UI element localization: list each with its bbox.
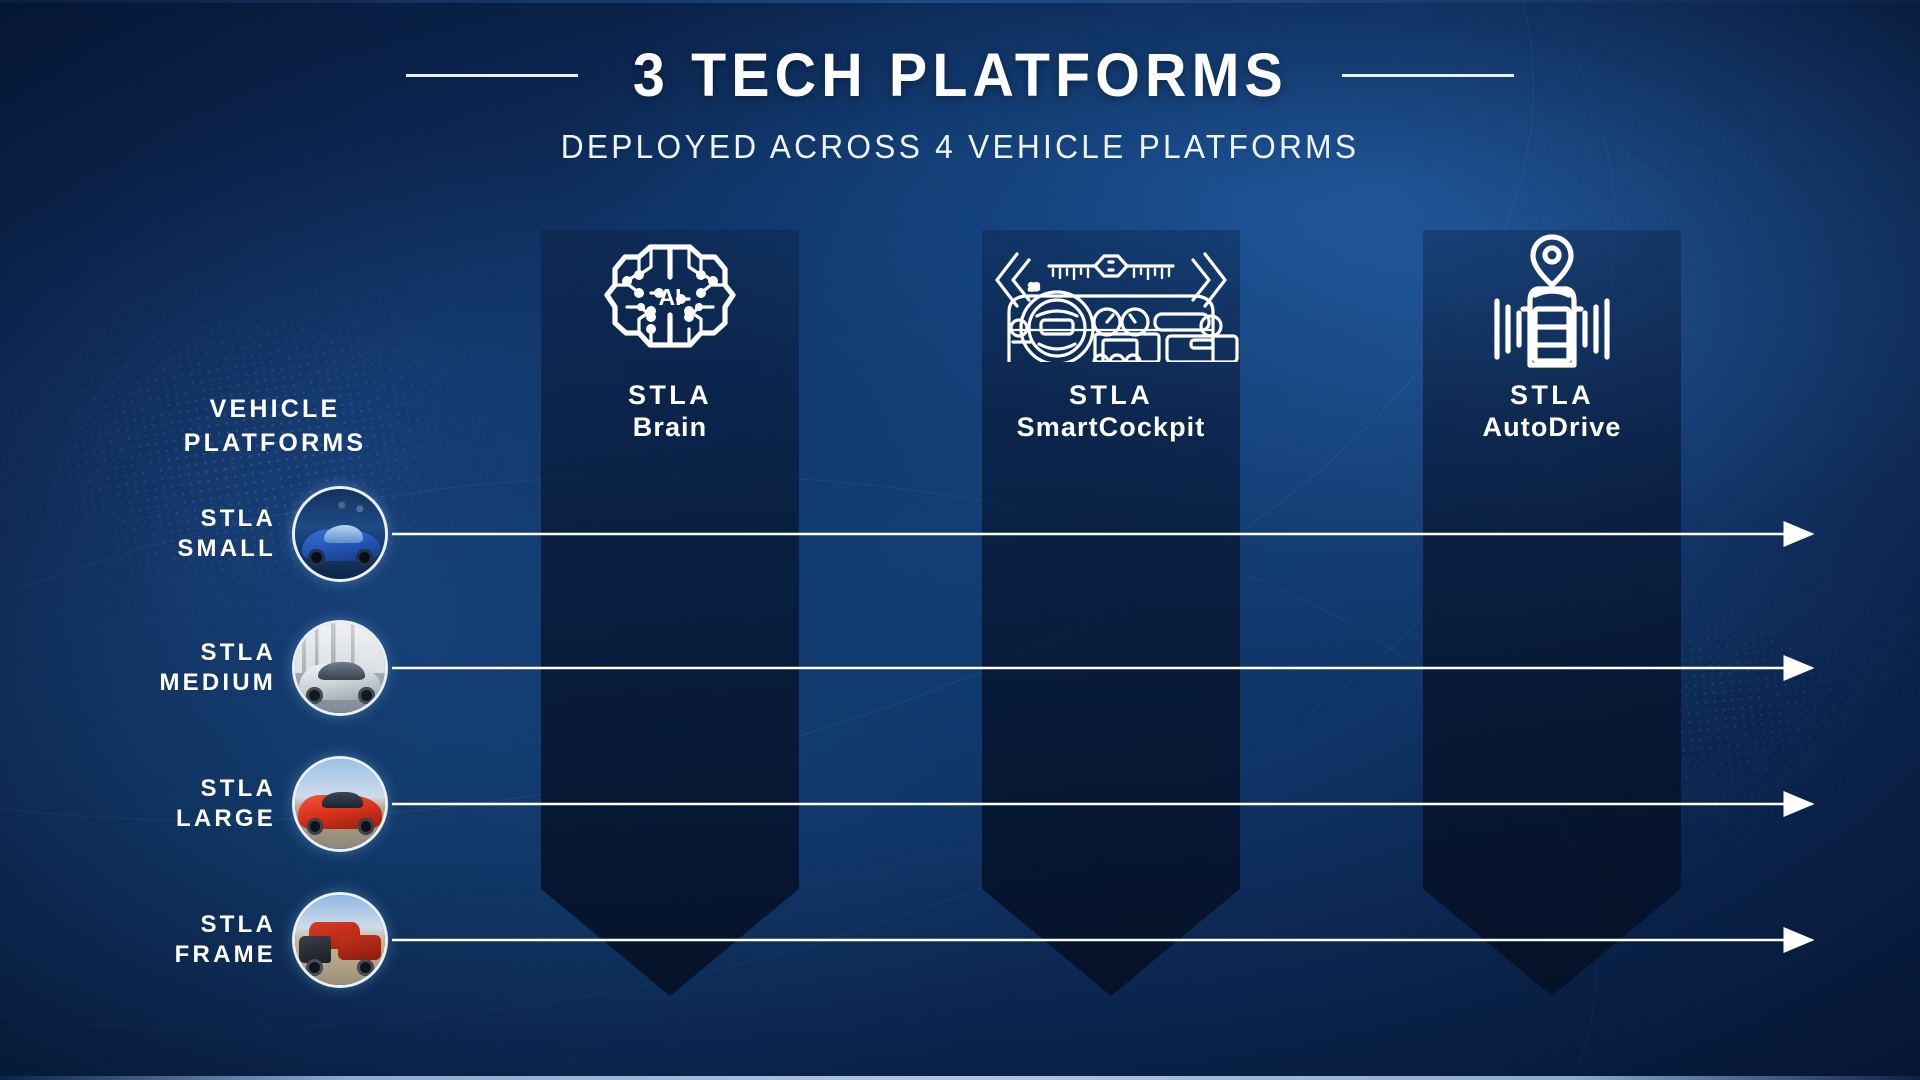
page-subtitle: DEPLOYED ACROSS 4 VEHICLE PLATFORMS xyxy=(560,128,1360,165)
column-label-line1: STLA xyxy=(1509,380,1595,410)
ai-brain-circuit-icon: AI xyxy=(541,230,799,368)
axis-title-line1: VEHICLE xyxy=(209,395,341,423)
thumbnail-image xyxy=(295,489,385,579)
column-label-line2: AutoDrive xyxy=(1482,411,1622,442)
column-label-line1: STLA xyxy=(1068,380,1154,410)
axis-title: VEHICLE PLATFORMS xyxy=(160,393,390,460)
vehicle-row-label-line1: STLA xyxy=(200,911,276,939)
vehicle-row-label: STLA MEDIUM xyxy=(0,638,292,698)
column-panel xyxy=(1423,230,1681,996)
svg-text:23: 23 xyxy=(1029,282,1039,292)
column-label: STLA SmartCockpit xyxy=(982,380,1240,444)
vehicle-row-medium[interactable]: STLA MEDIUM xyxy=(0,613,520,723)
silver-minivan-photo[interactable] xyxy=(292,620,388,716)
tech-column-brain[interactable]: AI STLA Brain xyxy=(541,230,799,996)
column-header: AI STLA Brain xyxy=(541,230,799,444)
vehicle-row-small[interactable]: STLA SMALL xyxy=(0,479,520,589)
header: 3 TECH PLATFORMS DEPLOYED ACROSS 4 VEHIC… xyxy=(0,40,1920,166)
autonomous-car-sensor-icon xyxy=(1423,230,1681,368)
thumbnail-image xyxy=(295,623,385,713)
vehicle-row-label-line1: STLA xyxy=(200,639,276,667)
bottom-edge-bar xyxy=(0,1076,1920,1080)
vehicle-row-label: STLA LARGE xyxy=(0,774,292,834)
vehicle-row-label-line2: SMALL xyxy=(177,535,276,562)
thumbnail-image xyxy=(295,759,385,849)
axis-title-line2: PLATFORMS xyxy=(183,428,367,457)
title-rule-right xyxy=(1342,73,1515,77)
vehicle-row-label-line2: LARGE xyxy=(176,805,276,832)
vehicle-row-label-line1: STLA xyxy=(200,505,276,533)
vehicle-row-label: STLA SMALL xyxy=(0,504,292,564)
title-rule-left xyxy=(405,73,578,77)
tech-column-smartcockpit[interactable]: 23 xyxy=(982,230,1240,996)
vehicle-row-label-line2: MEDIUM xyxy=(159,669,276,696)
svg-text:AI: AI xyxy=(659,284,682,310)
vehicle-row-label-line2: FRAME xyxy=(174,941,276,968)
column-label-line2: SmartCockpit xyxy=(1016,411,1206,442)
red-muscle-car-photo[interactable] xyxy=(292,756,388,852)
page-title: 3 TECH PLATFORMS xyxy=(632,41,1288,109)
column-label: STLA Brain xyxy=(541,380,799,444)
tech-column-autodrive[interactable]: STLA AutoDrive xyxy=(1423,230,1681,996)
thumbnail-image xyxy=(295,895,385,985)
car-dashboard-cockpit-icon: 23 xyxy=(982,230,1240,368)
red-pickup-truck-photo[interactable] xyxy=(292,892,388,988)
blue-hatchback-photo[interactable] xyxy=(292,486,388,582)
column-panel xyxy=(541,230,799,996)
vehicle-row-label-line1: STLA xyxy=(200,775,276,803)
vehicle-row-label: STLA FRAME xyxy=(0,910,292,970)
column-label: STLA AutoDrive xyxy=(1423,380,1681,444)
vehicle-platforms-axis: VEHICLE PLATFORMS STLA SMALL STLA MEDIUM… xyxy=(0,0,520,1080)
vehicle-row-large[interactable]: STLA LARGE xyxy=(0,749,520,859)
column-label-line2: Brain xyxy=(632,411,708,442)
column-header: STLA AutoDrive xyxy=(1423,230,1681,444)
column-label-line1: STLA xyxy=(627,380,713,410)
top-edge-bar xyxy=(0,0,1920,3)
title-row: 3 TECH PLATFORMS xyxy=(0,40,1920,110)
column-header: 23 xyxy=(982,230,1240,444)
vehicle-row-frame[interactable]: STLA FRAME xyxy=(0,885,520,995)
